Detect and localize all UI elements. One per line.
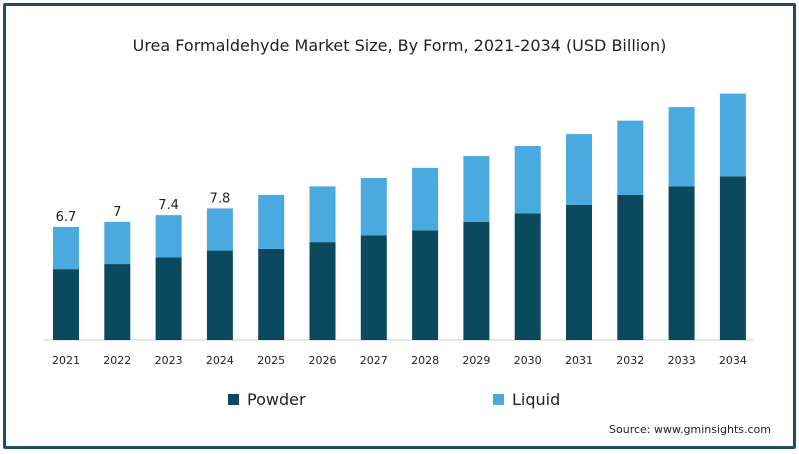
bar-liquid-2026 <box>309 186 336 243</box>
bar-liquid-2030 <box>514 145 541 214</box>
data-label-2022: 7 <box>113 205 121 220</box>
bar-powder-2033 <box>668 186 695 340</box>
legend-swatch-liquid <box>493 394 504 405</box>
bar-liquid-2021 <box>53 226 79 270</box>
data-label-2021: 6.7 <box>56 210 77 225</box>
bar-liquid-2031 <box>566 134 592 205</box>
chart-title: Urea Formaldehyde Market Size, By Form, … <box>132 36 667 55</box>
x-tick-label-2030: 2030 <box>514 354 542 367</box>
bar-liquid-2033 <box>668 107 695 187</box>
bar-liquid-2028 <box>412 167 439 231</box>
data-label-2024: 7.8 <box>210 191 231 206</box>
bar-powder-2032 <box>617 194 644 340</box>
bar-liquid-2023 <box>155 215 182 258</box>
legend-label-powder: Powder <box>247 390 306 409</box>
bar-liquid-2027 <box>360 178 387 236</box>
bar-powder-2034 <box>719 176 746 340</box>
bar-liquid-2029 <box>463 156 490 222</box>
x-tick-label-2032: 2032 <box>616 354 644 367</box>
bar-powder-2025 <box>258 248 285 340</box>
bar-powder-2022 <box>104 264 131 340</box>
bar-liquid-2025 <box>258 194 285 249</box>
bar-liquid-2022 <box>104 221 131 265</box>
bar-powder-2024 <box>206 250 233 340</box>
legend-item-powder: Powder <box>228 390 306 409</box>
bar-powder-2029 <box>463 221 490 340</box>
x-tick-label-2028: 2028 <box>411 354 439 367</box>
x-tick-label-2023: 2023 <box>155 354 183 367</box>
x-tick-label-2024: 2024 <box>206 354 234 367</box>
bar-powder-2031 <box>566 205 592 340</box>
x-tick-label-2025: 2025 <box>257 354 285 367</box>
bar-powder-2023 <box>155 257 182 340</box>
bar-liquid-2034 <box>719 93 746 177</box>
x-tick-label-2031: 2031 <box>565 354 593 367</box>
x-tick-label-2026: 2026 <box>309 354 337 367</box>
x-tick-label-2021: 2021 <box>52 354 80 367</box>
bar-powder-2030 <box>514 213 541 340</box>
x-tick-label-2029: 2029 <box>462 354 490 367</box>
x-tick-label-2022: 2022 <box>103 354 131 367</box>
x-tick-label-2033: 2033 <box>668 354 696 367</box>
bar-liquid-2032 <box>617 120 644 195</box>
chart-frame <box>3 3 796 449</box>
bar-liquid-2024 <box>206 208 233 251</box>
bar-powder-2028 <box>412 230 439 340</box>
source-note: Source: www.gminsights.com <box>609 423 771 436</box>
legend-item-liquid: Liquid <box>493 390 560 409</box>
bar-powder-2021 <box>53 269 79 340</box>
data-label-2023: 7.4 <box>158 198 179 213</box>
bar-powder-2027 <box>360 235 387 340</box>
legend-swatch-powder <box>228 394 239 405</box>
x-tick-label-2027: 2027 <box>360 354 388 367</box>
x-tick-label-2034: 2034 <box>719 354 747 367</box>
bar-powder-2026 <box>309 242 336 340</box>
legend-label-liquid: Liquid <box>512 390 561 409</box>
